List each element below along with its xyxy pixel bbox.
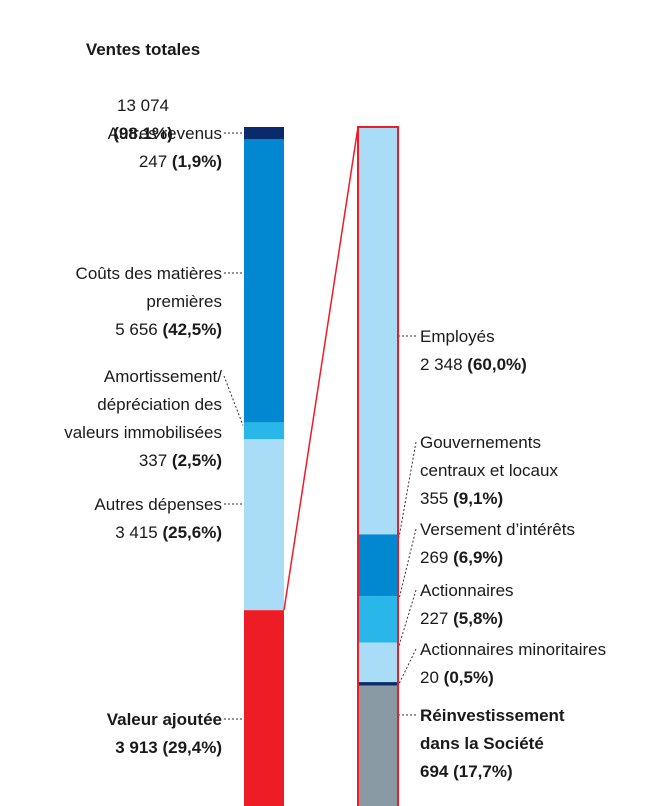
segment-label: Autres dépenses 3 415 (25,6%) bbox=[94, 491, 222, 547]
leader-line bbox=[398, 441, 417, 538]
segment-label: Actionnaires 227 (5,8%) bbox=[420, 577, 514, 633]
share-label: (25,6%) bbox=[162, 523, 222, 542]
leader-line bbox=[398, 528, 417, 600]
chart-title: Ventes totales bbox=[85, 40, 201, 59]
value-line: 355 (9,1%) bbox=[420, 485, 558, 513]
value-line: 694 (17,7%) bbox=[420, 758, 565, 786]
value-label: 3 913 bbox=[115, 738, 158, 757]
segment-label: Coûts des matières premières 5 656 (42,5%… bbox=[76, 260, 222, 344]
value-line: 5 656 (42,5%) bbox=[76, 316, 222, 344]
category-label: Actionnaires minoritaires bbox=[420, 640, 607, 659]
segment-label: Valeur ajoutée 3 913 (29,4%) bbox=[107, 706, 222, 762]
segment-label: Gouvernements centraux et locaux 355 (9,1… bbox=[420, 429, 558, 513]
value-line: 227 (5,8%) bbox=[420, 605, 514, 633]
share-label: (42,5%) bbox=[162, 320, 222, 339]
value-label: 5 656 bbox=[115, 320, 158, 339]
segment-label: Amortissement/ dépréciation des valeurs … bbox=[64, 363, 222, 475]
value-line: 20 (0,5%) bbox=[420, 664, 606, 692]
leader-line bbox=[398, 648, 417, 685]
value-label: 337 bbox=[138, 451, 168, 470]
segment-label: Employés 2 348 (60,0%) bbox=[420, 323, 527, 379]
share-label: (1,9%) bbox=[171, 152, 222, 171]
share-label: (17,7%) bbox=[453, 762, 513, 781]
category-label: Réinvestissement dans la Société bbox=[420, 706, 565, 753]
bar-segment bbox=[244, 127, 284, 140]
category-label: Actionnaires bbox=[420, 581, 514, 600]
value-label: 269 bbox=[420, 548, 449, 567]
value-line: 337 (2,5%) bbox=[64, 447, 222, 475]
value-label: 20 bbox=[420, 668, 439, 687]
segment-label: Versement d’intérêts 269 (6,9%) bbox=[420, 516, 575, 572]
value-label: 227 bbox=[420, 609, 449, 628]
bar-segment bbox=[358, 596, 398, 643]
bar-segment bbox=[244, 610, 284, 806]
category-label: Autres revenus bbox=[107, 124, 222, 143]
share-label: (5,8%) bbox=[453, 609, 504, 628]
share-label: (60,0%) bbox=[467, 355, 527, 374]
bar-segment bbox=[358, 642, 398, 683]
bar-segment bbox=[244, 439, 284, 611]
bar-segment bbox=[358, 682, 398, 686]
zoom-frame bbox=[357, 126, 399, 806]
bar-segment bbox=[358, 127, 398, 535]
total-value: 13 074 bbox=[117, 96, 169, 115]
value-label: 2 348 bbox=[420, 355, 463, 374]
category-label: Amortissement/ dépréciation des valeurs … bbox=[64, 367, 222, 442]
category-label: Coûts des matières premières bbox=[75, 264, 222, 311]
value-line: 247 (1,9%) bbox=[108, 148, 222, 176]
share-label: (2,5%) bbox=[171, 451, 222, 470]
segment-label: Réinvestissement dans la Société 694 (17,… bbox=[420, 702, 565, 786]
bar-segment bbox=[244, 422, 284, 440]
leader-line bbox=[223, 375, 244, 426]
category-label: Gouvernements centraux et locaux bbox=[420, 433, 558, 480]
category-label: Valeur ajoutée bbox=[106, 710, 222, 729]
category-label: Autres dépenses bbox=[94, 495, 222, 514]
value-line: 269 (6,9%) bbox=[420, 544, 575, 572]
value-line: 2 348 (60,0%) bbox=[420, 351, 527, 379]
value-label: 247 bbox=[138, 152, 168, 171]
share-label: (29,4%) bbox=[162, 738, 222, 757]
share-label: (9,1%) bbox=[453, 489, 504, 508]
bar-segment bbox=[358, 685, 398, 806]
value-line: 3 415 (25,6%) bbox=[94, 519, 222, 547]
category-label: Versement d’intérêts bbox=[420, 520, 575, 539]
total-block: Ventes totales 13 074 (98.1%) bbox=[43, 8, 243, 148]
leader-line bbox=[398, 589, 417, 646]
value-label: 694 bbox=[420, 762, 449, 781]
segment-label: Autres revenus 247 (1,9%) bbox=[108, 120, 222, 176]
bar-segment bbox=[244, 139, 284, 423]
zoom-connector bbox=[283, 126, 359, 611]
bar-segment bbox=[358, 534, 398, 597]
share-label: (6,9%) bbox=[453, 548, 504, 567]
value-label: 355 bbox=[420, 489, 449, 508]
share-label: (0,5%) bbox=[443, 668, 494, 687]
segment-label: Actionnaires minoritaires 20 (0,5%) bbox=[420, 636, 606, 692]
value-line: 3 913 (29,4%) bbox=[107, 734, 222, 762]
total-share: (98.1%) bbox=[113, 124, 173, 143]
value-label: 3 415 bbox=[115, 523, 158, 542]
category-label: Employés bbox=[420, 327, 495, 346]
